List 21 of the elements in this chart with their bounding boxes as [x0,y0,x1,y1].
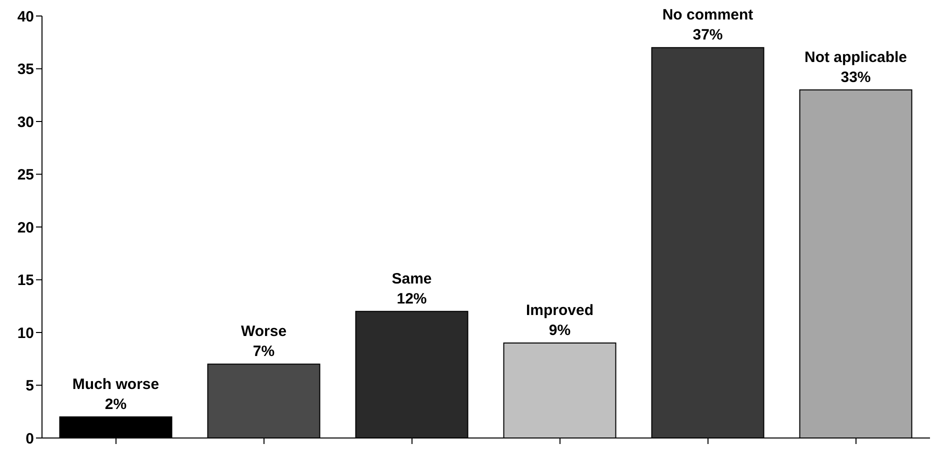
y-tick-label: 30 [17,114,34,131]
y-tick-label: 35 [17,61,34,78]
data-label: 7% [252,343,275,360]
y-tick-label: 25 [17,166,34,184]
y-tick-label: 0 [26,430,34,448]
y-tick-label: 40 [17,8,34,26]
data-label: 12% [396,290,427,308]
data-label: 33% [840,68,871,86]
x-tick-label: Improved [526,302,594,320]
x-tick-label: Worse [240,323,287,340]
x-tick-label: Much worse [72,376,160,393]
data-label: 9% [548,322,571,340]
y-tick-label: 20 [17,219,34,236]
x-tick-label: Not applicable [804,48,908,66]
y-tick-label: 10 [17,324,34,342]
x-tick-label: No comment [662,6,754,24]
x-tick-label: Same [392,270,432,288]
y-tick-label: 5 [26,378,34,395]
data-label: 37% [692,26,723,44]
y-tick-label: 15 [17,272,34,290]
data-label: 2% [104,396,127,413]
